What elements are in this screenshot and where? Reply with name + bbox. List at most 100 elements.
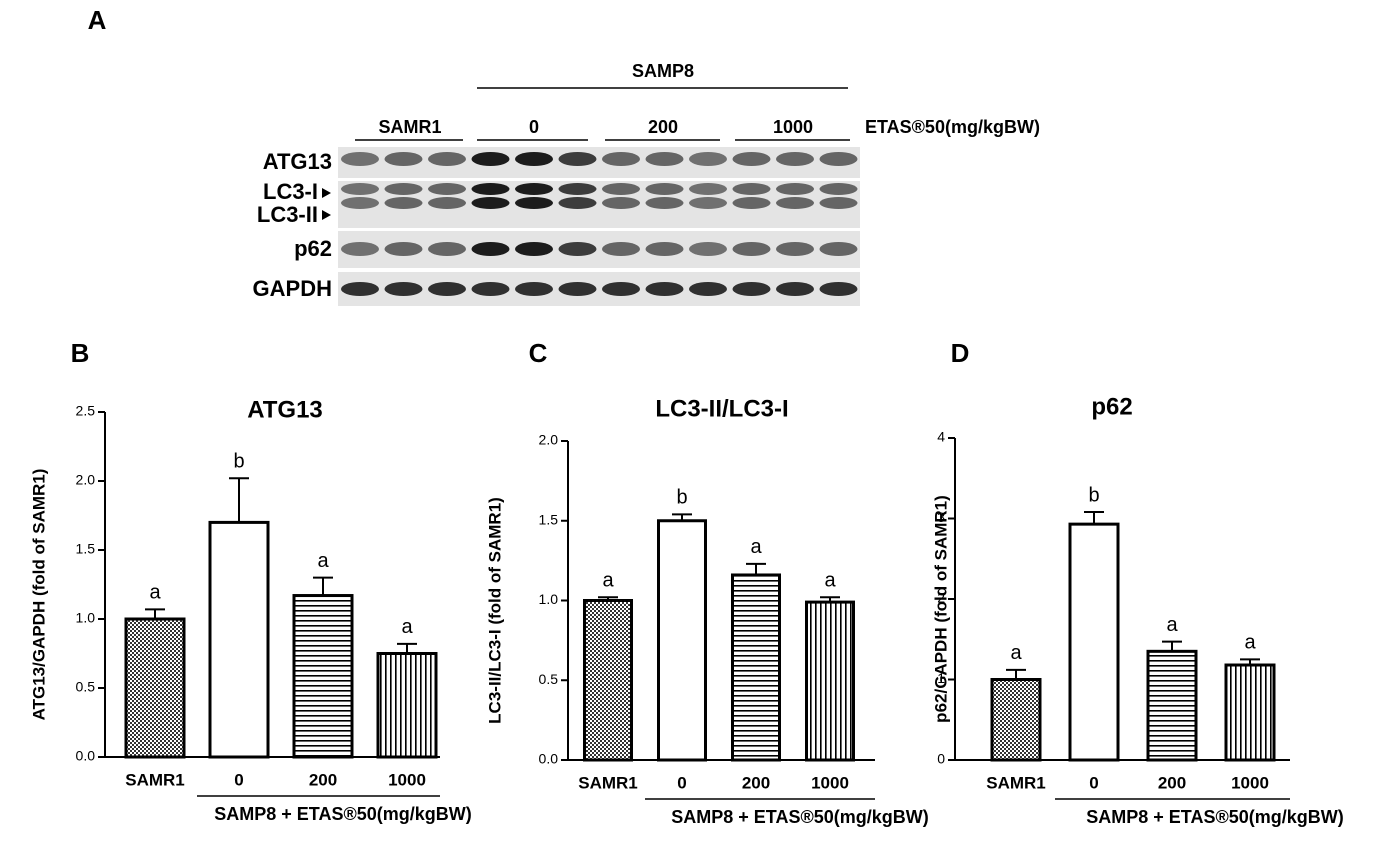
blot-band xyxy=(602,242,640,256)
bar xyxy=(583,599,633,762)
significance-letter: a xyxy=(750,536,762,558)
blot-strip xyxy=(338,147,860,178)
blot-band xyxy=(732,152,771,166)
group-label: SAMP8 xyxy=(632,61,694,81)
x-axis-label: SAMP8 + ETAS®50(mg/kgBW) xyxy=(1086,807,1343,827)
x-tick-label: 200 xyxy=(1158,773,1186,792)
blot-band xyxy=(471,282,510,296)
blot-band xyxy=(515,242,553,256)
blot-band xyxy=(515,152,553,166)
blot-row-label: p62 xyxy=(294,236,332,261)
significance-letter: a xyxy=(1010,642,1022,664)
band-arrow xyxy=(322,188,331,220)
x-tick-label: 1000 xyxy=(1231,773,1269,792)
significance-letter: a xyxy=(824,570,836,592)
y-axis-label: LC3-II/LC3-I (fold of SAMR1) xyxy=(485,497,504,724)
bar xyxy=(124,617,186,759)
blot-band xyxy=(732,197,771,209)
y-axis-label: ATG13/GAPDH (fold of SAMR1) xyxy=(29,469,48,721)
blot-band xyxy=(602,152,640,166)
x-tick-label: SAMR1 xyxy=(578,773,638,792)
blot-row-label: LC3-II xyxy=(257,202,318,227)
x-tick-label: SAMR1 xyxy=(986,773,1046,792)
y-tick-label: 0.0 xyxy=(539,751,559,767)
blot-band xyxy=(689,197,727,209)
blot-strip xyxy=(338,231,860,268)
blot-band xyxy=(558,242,597,256)
y-tick-label: 2.0 xyxy=(76,472,96,488)
blot-band xyxy=(341,183,379,195)
x-tick-label: 1000 xyxy=(388,770,426,789)
blot-band xyxy=(602,183,640,195)
bar xyxy=(376,652,438,759)
blot-band xyxy=(645,183,684,195)
blot-band xyxy=(776,197,814,209)
y-tick-label: 2.5 xyxy=(76,403,96,419)
bar xyxy=(657,519,707,762)
blot-band xyxy=(515,197,553,209)
blot-band xyxy=(471,183,510,195)
blot-band xyxy=(558,183,597,195)
x-tick-label: SAMR1 xyxy=(125,770,185,789)
lane-group: 200 xyxy=(648,117,678,137)
panel-label: B xyxy=(71,338,90,368)
blot-band xyxy=(515,282,553,296)
blot-band xyxy=(776,152,814,166)
y-tick-label: 1.5 xyxy=(539,511,559,527)
blot-band xyxy=(341,282,379,296)
lane-group: 0 xyxy=(529,117,539,137)
blot-band xyxy=(558,282,597,296)
blot-band xyxy=(732,242,771,256)
blot-band xyxy=(558,197,597,209)
treatment-label: ETAS®50(mg/kgBW) xyxy=(865,117,1040,137)
blot-band xyxy=(819,152,858,166)
blot-image xyxy=(338,147,860,306)
y-tick-label: 1.0 xyxy=(539,591,559,607)
significance-letter: a xyxy=(1244,632,1256,654)
y-tick-label: 0 xyxy=(937,751,945,767)
y-tick-label: 3 xyxy=(937,509,945,525)
blot-band xyxy=(558,152,597,166)
panel-label: D xyxy=(951,338,970,368)
bar xyxy=(805,600,855,762)
blot-band xyxy=(341,197,379,209)
x-tick-label: 0 xyxy=(677,773,686,792)
x-tick-label: 0 xyxy=(234,770,243,789)
bar xyxy=(208,520,270,759)
y-tick-label: 2.0 xyxy=(539,432,559,448)
blot-band xyxy=(819,242,858,256)
bar xyxy=(1146,649,1198,762)
blot-band xyxy=(689,152,727,166)
blot-band xyxy=(384,152,423,166)
bar xyxy=(292,594,354,759)
blot-band xyxy=(776,183,814,195)
blot-band xyxy=(428,152,466,166)
blot-band xyxy=(645,152,684,166)
blot-band xyxy=(732,282,771,296)
bar xyxy=(1224,663,1276,762)
blot-band xyxy=(602,197,640,209)
y-tick-label: 0.5 xyxy=(539,671,559,687)
blot-band xyxy=(384,197,423,209)
blot-band xyxy=(645,242,684,256)
significance-letter: b xyxy=(233,451,244,473)
lane-group: SAMR1 xyxy=(378,117,441,137)
blot-band xyxy=(732,183,771,195)
blot-band xyxy=(819,183,858,195)
blot-band xyxy=(428,197,466,209)
blot-band xyxy=(428,242,466,256)
blot-band xyxy=(384,242,423,256)
blot-band xyxy=(384,183,423,195)
lane-group: 1000 xyxy=(773,117,813,137)
blot-band xyxy=(341,152,379,166)
y-tick-label: 1.0 xyxy=(76,610,96,626)
blot-band xyxy=(645,197,684,209)
significance-letter: a xyxy=(602,570,614,592)
x-tick-label: 200 xyxy=(742,773,770,792)
y-tick-label: 0.5 xyxy=(76,679,96,695)
significance-letter: a xyxy=(317,550,329,572)
bar xyxy=(731,573,781,762)
blot-band xyxy=(428,183,466,195)
x-tick-label: 200 xyxy=(309,770,337,789)
